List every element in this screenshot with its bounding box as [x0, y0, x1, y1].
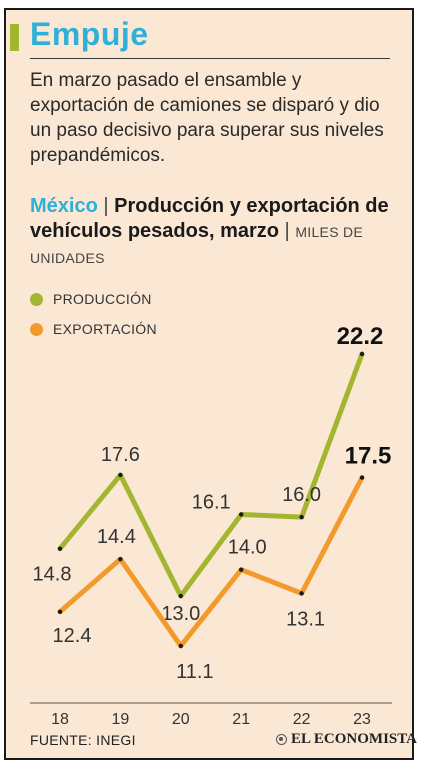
source-note: FUENTE: INEGI — [30, 732, 136, 748]
data-label-produccion: 17.6 — [101, 444, 140, 466]
chart-units: MILES DE UNIDADES — [30, 224, 364, 266]
x-tick-label: 19 — [112, 711, 130, 728]
title-divider — [30, 58, 390, 59]
legend-label-exportacion: EXPORTACIÓN — [53, 321, 157, 337]
legend-dot-exportacion — [30, 322, 43, 336]
data-point-produccion — [178, 593, 183, 599]
data-label-exportacion: 13.1 — [286, 608, 325, 630]
legend-dot-produccion — [30, 292, 43, 306]
data-point-exportacion — [299, 591, 304, 596]
chart-country: México — [30, 195, 98, 217]
data-point-produccion — [359, 351, 365, 357]
brand-logo: EL ECONOMISTA — [276, 731, 417, 748]
legend: PRODUCCIÓN EXPORTACIÓN — [30, 284, 157, 344]
data-point-produccion — [239, 512, 244, 517]
data-label-exportacion: 17.5 — [345, 443, 392, 470]
legend-label-produccion: PRODUCCIÓN — [53, 291, 152, 307]
data-label-produccion: 14.8 — [33, 564, 72, 586]
x-tick-label: 23 — [353, 711, 371, 728]
x-tick-label: 20 — [172, 711, 190, 728]
data-label-exportacion: 11.1 — [176, 661, 213, 683]
data-label-exportacion: 14.0 — [228, 537, 267, 559]
data-label-produccion: 16.0 — [282, 484, 321, 506]
data-label-produccion: 13.0 — [161, 603, 200, 625]
page-title: Empuje — [30, 16, 149, 52]
data-point-exportacion — [178, 643, 183, 649]
data-point-exportacion — [359, 475, 365, 480]
series-line-produccion — [57, 351, 365, 599]
legend-item-produccion: PRODUCCIÓN — [30, 284, 157, 314]
x-tick-label: 22 — [293, 711, 311, 728]
brand-name: EL ECONOMISTA — [291, 731, 417, 747]
data-label-exportacion: 12.4 — [53, 625, 92, 647]
data-label-produccion: 16.1 — [192, 491, 231, 513]
data-point-exportacion — [239, 567, 244, 572]
data-point-produccion — [57, 546, 63, 551]
title-accent-bar — [10, 24, 19, 51]
data-point-exportacion — [57, 609, 63, 614]
chart-heading: México | Producción y exportación de veh… — [30, 194, 400, 271]
brand-icon — [276, 734, 287, 745]
data-point-exportacion — [118, 556, 123, 562]
x-tick-label: 18 — [51, 711, 69, 728]
data-point-produccion — [118, 472, 123, 478]
x-tick-label: 21 — [232, 711, 250, 728]
legend-item-exportacion: EXPORTACIÓN — [30, 314, 157, 344]
series-line-exportacion — [57, 475, 365, 649]
chart-title: Producción y exportación de vehículos pe… — [30, 195, 389, 242]
heading-separator-2: | — [284, 220, 290, 242]
infographic-card — [4, 8, 414, 760]
subtitle: En marzo pasado el ensamble y exportació… — [30, 70, 384, 166]
data-point-produccion — [299, 514, 304, 520]
data-label-produccion: 22.2 — [337, 323, 384, 350]
heading-separator: | — [103, 195, 109, 217]
data-label-exportacion: 14.4 — [97, 526, 136, 548]
